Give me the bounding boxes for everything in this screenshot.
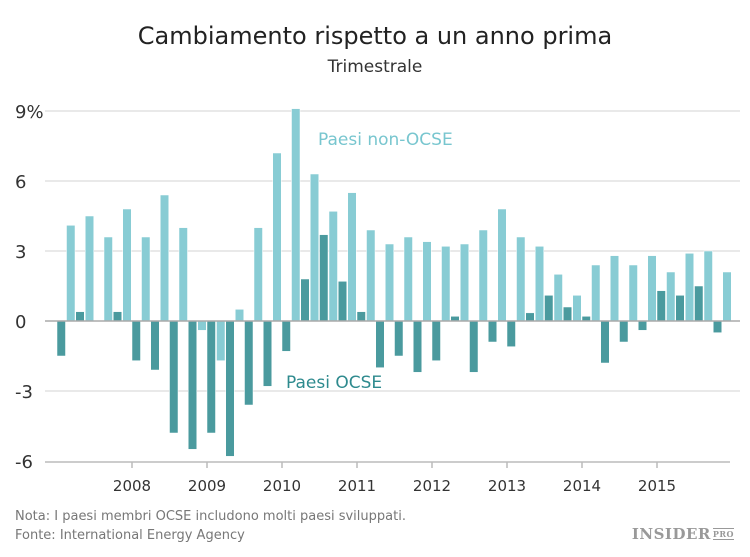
x-tick-label: 2015 [638,477,676,495]
bar-ocse [675,295,685,322]
bar-non-ocse [478,229,488,322]
bar-ocse [113,311,122,322]
bar-ocse [281,320,291,352]
legend-label-ocse: Paesi OCSE [286,373,382,393]
bar-ocse [563,306,572,322]
bar-non-ocse [553,274,563,322]
y-tick-label: -6 [15,452,33,473]
bar-non-ocse [666,271,676,322]
chart-title: Cambiamento rispetto a un anno prima [137,22,613,50]
bar-non-ocse [253,227,263,322]
bar-non-ocse [291,108,301,322]
bar-ocse [694,285,704,322]
bar-non-ocse [347,192,357,322]
insider-pro-logo: INSIDER PRO [631,525,734,543]
bar-non-ocse [328,211,338,322]
bar-non-ocse [272,152,282,322]
x-tick-label: 2012 [413,477,451,495]
bar-non-ocse [703,250,713,322]
bar-non-ocse [497,208,507,322]
bar-non-ocse [103,236,113,322]
bar-ocse [600,320,610,364]
bar-non-ocse [628,264,638,322]
y-tick-label: 9% [15,102,44,123]
bar-non-ocse [235,309,244,322]
bar-non-ocse [647,255,657,322]
bar-non-ocse [122,208,132,322]
bar-ocse [619,320,629,343]
bar-ocse [506,320,516,347]
bar-ocse [188,320,197,450]
bar-ocse [206,320,216,434]
bar-ocse [656,290,666,322]
y-tick-label: -3 [15,382,33,403]
bar-ocse [488,320,497,343]
x-tick-label: 2014 [563,477,601,495]
bar-ocse [169,320,179,434]
bar-non-ocse [460,243,469,322]
bar-non-ocse [535,246,544,322]
bar-ocse [469,320,479,373]
bar-ocse [300,278,310,322]
y-tick-label: 6 [15,172,26,193]
bar-non-ocse [85,215,94,322]
bar-non-ocse [141,236,151,322]
bar-ocse [431,320,441,361]
x-tick-label: 2009 [188,477,226,495]
bar-non-ocse [516,236,526,322]
bar-ocse [338,281,347,322]
bar-non-ocse [178,227,188,322]
bar-ocse [413,320,422,373]
legend-label-non-ocse: Paesi non-OCSE [318,130,453,150]
bar-non-ocse [66,225,76,322]
bar-ocse [150,320,160,371]
bar-non-ocse [197,320,207,331]
bar-ocse [244,320,254,406]
bar-ocse [356,311,366,322]
bar-ocse [713,320,722,333]
y-tick-label: 0 [15,312,26,333]
bar-ocse [525,312,535,322]
bar-ocse [638,320,647,331]
bar-non-ocse [572,295,582,322]
x-tick-label: 2008 [113,477,151,495]
source-note: Fonte: International Energy Agency [15,528,245,543]
chart-subtitle: Trimestrale [327,57,423,77]
bar-ocse [225,320,235,457]
x-tick-label: 2011 [338,477,376,495]
bar-non-ocse [216,320,226,361]
bar-non-ocse [610,255,619,322]
bar-ocse [263,320,272,387]
x-tick-label: 2013 [488,477,526,495]
bar-ocse [56,320,66,357]
bar-non-ocse [591,264,601,322]
bar-non-ocse [422,241,432,322]
bar-non-ocse [403,236,413,322]
bar-non-ocse [685,253,694,322]
bar-ocse [544,295,554,322]
bar-ocse [375,320,385,368]
bar-non-ocse [441,246,451,322]
y-tick-label: 3 [15,242,26,263]
bar-ocse [131,320,141,361]
bar-ocse [319,234,329,322]
bar-non-ocse [385,243,394,322]
bar-non-ocse [366,229,376,322]
bar-non-ocse [722,271,732,322]
x-tick-label: 2010 [263,477,301,495]
bar-ocse [75,311,85,322]
bar-non-ocse [160,194,169,322]
bar-ocse [394,320,404,357]
bar-non-ocse [310,173,319,322]
footnote: Nota: I paesi membri OCSE includono molt… [15,509,406,524]
